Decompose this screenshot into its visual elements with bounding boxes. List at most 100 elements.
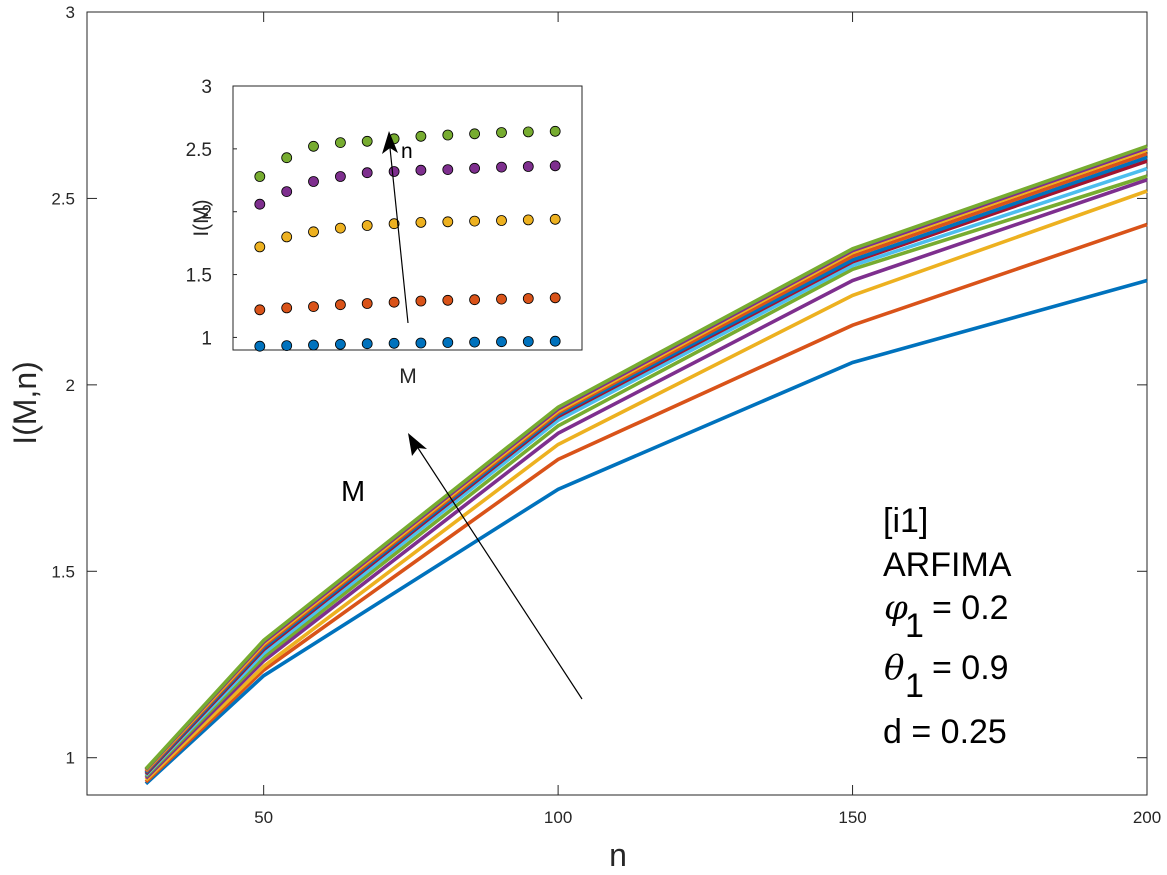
y-tick-label: 2.5: [51, 189, 75, 208]
main-series-lines: [144, 144, 1148, 786]
phi-subscript: 1: [905, 607, 924, 645]
inset-point-n4: [522, 161, 534, 172]
x-tick-label: 150: [838, 808, 866, 827]
inset-point-n2: [281, 302, 293, 314]
inset-point-n2: [469, 294, 481, 306]
inset-point-n5: [469, 128, 481, 140]
x-axis-label: n: [609, 837, 627, 873]
inset-point-n4: [254, 198, 266, 210]
inset-point-n1: [388, 337, 400, 349]
inset-y-tick-label: 2: [201, 203, 212, 224]
inset-point-n4: [334, 171, 346, 182]
inset-point-n5: [361, 135, 373, 147]
series-line-M6: [144, 166, 1148, 777]
inset-point-n1: [469, 336, 481, 348]
inset-point-n5: [442, 129, 454, 141]
inset-point-n3: [361, 220, 373, 231]
inset-point-n5: [308, 140, 319, 152]
inset-point-n3: [415, 216, 427, 228]
inset-point-n2: [254, 304, 266, 316]
main-y-ticks: 1 1.5 2 2.5 3: [51, 3, 1147, 768]
inset-series-points: [254, 125, 561, 352]
inset-point-n5: [415, 130, 427, 142]
series-line-M1: [144, 278, 1148, 786]
inset-y-ticks: 1 1.5 2 2.5 3: [186, 77, 237, 349]
inset-point-n3: [281, 231, 293, 243]
inset-point-n3: [469, 215, 481, 227]
inset-point-n4: [415, 164, 427, 176]
y-tick-label: 2: [66, 376, 75, 395]
inset-point-n4: [388, 166, 400, 177]
x-tick-label: 100: [544, 808, 572, 827]
y-tick-label: 1.5: [51, 562, 75, 581]
inset-point-n1: [281, 340, 293, 352]
x-tick-label: 200: [1133, 808, 1161, 827]
inset-y-tick-label: 3: [201, 77, 212, 98]
inset-point-n1: [361, 338, 373, 350]
inset-point-n3: [308, 226, 319, 238]
y-tick-label: 3: [66, 3, 75, 22]
inset-x-axis-label: M: [399, 365, 417, 388]
inset-point-n1: [442, 337, 454, 348]
phi-value: = 0.2: [932, 589, 1009, 627]
inset-point-n5: [522, 126, 534, 138]
inset-plot: 1 1.5 2 2.5 3: [186, 77, 583, 352]
inset-point-n3: [334, 222, 346, 234]
inset-point-n1: [522, 336, 534, 347]
inset-point-n4: [308, 176, 319, 187]
inset-point-n4: [549, 160, 561, 172]
series-line-M12: [144, 144, 1148, 771]
main-plot: 50 100 150 200 1 1.5 2 2.5 3: [51, 3, 1161, 827]
inset-point-n2: [522, 293, 534, 304]
m-direction-arrow: [408, 433, 583, 700]
annotation-model: ARFIMA: [883, 546, 1012, 584]
n-direction-arrow: [382, 131, 409, 324]
y-tick-label: 1: [66, 749, 75, 768]
inset-point-n3: [442, 216, 454, 228]
inset-point-n1: [334, 338, 346, 350]
inset-point-n1: [549, 335, 561, 347]
inset-y-tick-label: 1: [201, 328, 212, 349]
annotation-d: d = 0.25: [883, 713, 1007, 751]
inset-point-n2: [334, 299, 346, 311]
inset-point-n4: [281, 186, 293, 198]
x-tick-label: 50: [254, 808, 273, 827]
inset-y-tick-label: 1.5: [186, 266, 212, 287]
inset-point-n5: [254, 171, 266, 182]
inset-point-n2: [361, 298, 373, 309]
inset-point-n5: [496, 127, 507, 138]
inset-point-n1: [496, 336, 507, 348]
inset-point-n4: [496, 161, 507, 173]
phi-symbol: φ: [884, 588, 908, 628]
inset-y-tick-label: 2.5: [186, 140, 212, 161]
inset-point-n5: [281, 152, 293, 164]
inset-point-n3: [549, 213, 561, 225]
inset-y-axis-label: I(M): [190, 199, 213, 236]
inset-point-n3: [388, 218, 400, 230]
inset-point-n2: [308, 301, 319, 313]
inset-point-n5: [334, 137, 346, 149]
annotation-tag: [i1]: [883, 502, 928, 540]
y-axis-label: I(M,n): [7, 361, 43, 445]
n-arrow-label: n: [401, 140, 413, 163]
inset-point-n1: [308, 339, 319, 351]
theta-symbol: θ: [884, 648, 904, 688]
inset-point-n2: [442, 294, 454, 306]
theta-subscript: 1: [905, 667, 924, 705]
theta-value: = 0.9: [932, 649, 1009, 687]
inset-point-n1: [254, 340, 266, 352]
inset-point-n4: [442, 164, 454, 176]
inset-point-n4: [361, 167, 373, 179]
inset-point-n2: [415, 295, 427, 307]
inset-point-n5: [549, 125, 561, 137]
series-line-M4: [144, 178, 1148, 780]
inset-point-n3: [496, 215, 507, 226]
inset-point-n4: [469, 162, 481, 174]
inset-point-n3: [254, 241, 266, 253]
main-x-ticks: 50 100 150 200: [254, 12, 1161, 827]
series-line-M5: [144, 174, 1148, 778]
series-line-M3: [144, 189, 1148, 782]
inset-point-n2: [549, 292, 561, 304]
m-arrow-label: M: [341, 476, 365, 508]
series-line-M2: [144, 222, 1148, 784]
